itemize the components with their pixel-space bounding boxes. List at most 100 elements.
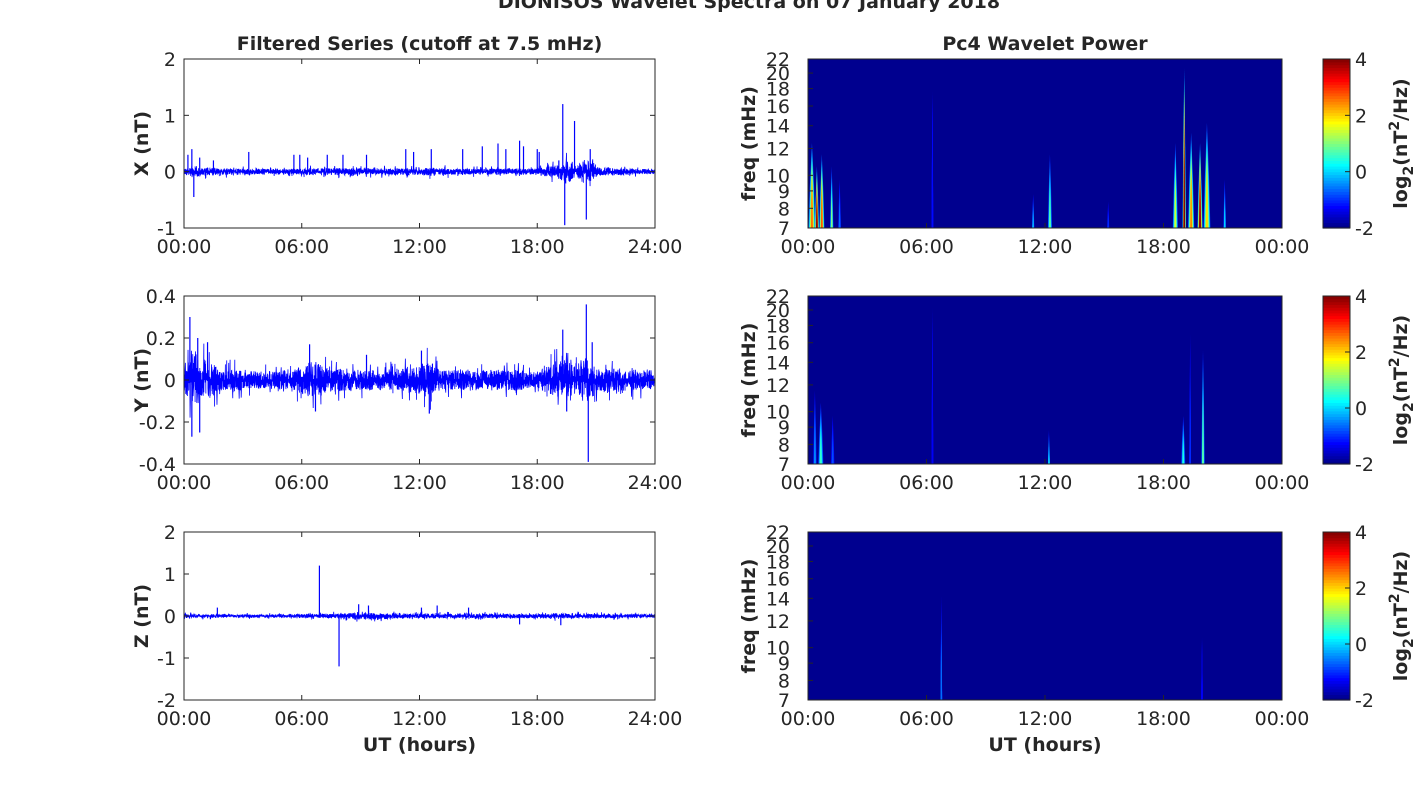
colorbar-cell — [1323, 154, 1350, 159]
colorbar-cell — [1323, 674, 1350, 679]
spectrum-x-power-event — [1223, 201, 1226, 228]
x-tick-label: 18:00 — [1136, 236, 1191, 258]
spectrum-x-colorbar: -2 0 2 4 log2(nT2/Hz) — [1322, 49, 1417, 240]
colorbar-cell — [1323, 610, 1350, 614]
y-tick-label: 7 — [778, 218, 790, 240]
x-tick-label: 06:00 — [274, 472, 329, 494]
colorbar-tick-label: 2 — [1355, 578, 1367, 600]
y-tick-label: 14 — [766, 352, 790, 374]
colorbar-cell — [1323, 565, 1350, 569]
colorbar-cell — [1323, 298, 1350, 303]
colorbar-tick-label: 0 — [1355, 634, 1367, 656]
colorbar-cell — [1323, 557, 1350, 561]
spectrum-z-panel: 00:00 06:00 12:00 18:00 00:00789101214161820… — [738, 522, 1309, 756]
y-tick-label: 14 — [766, 588, 790, 610]
colorbar-tick-label: -2 — [1355, 218, 1374, 240]
x-tick-label: 06:00 — [274, 236, 329, 258]
colorbar-cell — [1323, 554, 1350, 558]
colorbar-cell — [1323, 191, 1350, 195]
colorbar-cell — [1323, 149, 1350, 153]
colorbar-cell — [1323, 582, 1350, 586]
colorbar-cell — [1323, 377, 1350, 381]
y-tick-label: 22 — [766, 522, 790, 544]
colorbar-cell — [1323, 338, 1350, 342]
colorbar-cell — [1323, 680, 1350, 684]
colorbar-cell — [1323, 641, 1350, 645]
spectrum-y-ylabel: freq (mHz) — [738, 323, 760, 438]
colorbar-cell — [1323, 129, 1350, 133]
spectrum-y-power-event — [820, 430, 822, 464]
colorbar-cell — [1323, 638, 1350, 642]
colorbar-cell — [1323, 616, 1350, 620]
colorbar-cell — [1323, 109, 1350, 114]
colorbar-cell — [1323, 151, 1350, 156]
colorbar-cell — [1323, 590, 1350, 595]
y-tick-label: 0 — [164, 606, 176, 628]
spectrum-z-xlabel: UT (hours) — [988, 734, 1101, 756]
colorbar-cell — [1323, 627, 1350, 631]
colorbar-cell — [1323, 132, 1350, 136]
spectrum-x-title: Pc4 Wavelet Power — [942, 33, 1148, 55]
colorbar-tick-label: -2 — [1355, 454, 1374, 476]
colorbar-cell — [1323, 632, 1350, 637]
colorbar-cell — [1323, 329, 1350, 333]
spectrum-y-panel: 00:00 06:00 12:00 18:00 00:00789101214161820… — [738, 286, 1309, 494]
colorbar-cell — [1323, 399, 1350, 403]
colorbar-cell — [1323, 697, 1350, 701]
y-tick-label: 18 — [766, 551, 790, 573]
colorbar-cell — [1323, 427, 1350, 431]
colorbar-cell — [1323, 663, 1350, 667]
y-tick-label: 0.4 — [146, 286, 176, 308]
x-tick-label: 00:00 — [781, 472, 836, 494]
spectrum-z-power-event — [940, 639, 943, 700]
series-x-panel: 00:00 06:00 12:00 18:00 24:00 -1 0 1 2 Filtered S… — [131, 33, 682, 258]
colorbar-cell — [1323, 312, 1350, 317]
colorbar-cell — [1323, 540, 1350, 544]
colorbar-cell — [1323, 335, 1350, 339]
colorbar-cell — [1323, 208, 1350, 212]
colorbar-cell — [1323, 405, 1350, 409]
y-tick-label: 10 — [766, 165, 790, 187]
colorbar-cell — [1323, 546, 1350, 550]
colorbar-cell — [1323, 296, 1350, 300]
y-tick-label: 12 — [766, 138, 790, 160]
colorbar-cell — [1323, 112, 1350, 116]
colorbar-cell — [1323, 213, 1350, 218]
spectrum-z-power-event — [1201, 657, 1203, 700]
colorbar-cell — [1323, 382, 1350, 387]
x-tick-label: 24:00 — [628, 708, 683, 730]
y-tick-label: -1 — [157, 648, 176, 670]
colorbar-cell — [1323, 202, 1350, 207]
series-x-title: Filtered Series (cutoff at 7.5 mHz) — [237, 33, 603, 55]
colorbar-cell — [1323, 371, 1350, 375]
spectrum-y-colorbar: -2 0 2 4 log2(nT2/Hz) — [1322, 286, 1417, 476]
colorbar-label: log2(nT2/Hz) — [1387, 78, 1417, 208]
colorbar-cell — [1323, 363, 1350, 367]
y-tick-label: -1 — [157, 218, 176, 240]
y-tick-label: 18 — [766, 79, 790, 101]
colorbar-cell — [1323, 444, 1350, 448]
x-tick-label: 06:00 — [274, 708, 329, 730]
colorbar-label: log2(nT2/Hz) — [1387, 551, 1417, 681]
colorbar-cell — [1323, 123, 1350, 128]
colorbar-cell — [1323, 222, 1350, 226]
colorbar-cell — [1323, 537, 1350, 541]
colorbar-cell — [1323, 450, 1350, 454]
spectrum-x-power-event — [821, 186, 823, 228]
x-tick-label: 18:00 — [510, 472, 565, 494]
colorbar-cell — [1323, 410, 1350, 415]
y-tick-label: 8 — [778, 198, 790, 220]
colorbar-cell — [1323, 346, 1350, 350]
y-tick-label: 2 — [164, 49, 176, 71]
colorbar-cell — [1323, 568, 1350, 572]
colorbar-cell — [1323, 413, 1350, 417]
colorbar-cell — [1323, 87, 1350, 91]
y-tick-label: 16 — [766, 96, 790, 118]
colorbar-label: log2(nT2/Hz) — [1387, 315, 1417, 445]
colorbar-cell — [1323, 357, 1350, 361]
colorbar-cell — [1323, 613, 1350, 617]
y-tick-label: 16 — [766, 569, 790, 591]
colorbar-cell — [1323, 318, 1350, 322]
colorbar-cell — [1323, 310, 1350, 314]
